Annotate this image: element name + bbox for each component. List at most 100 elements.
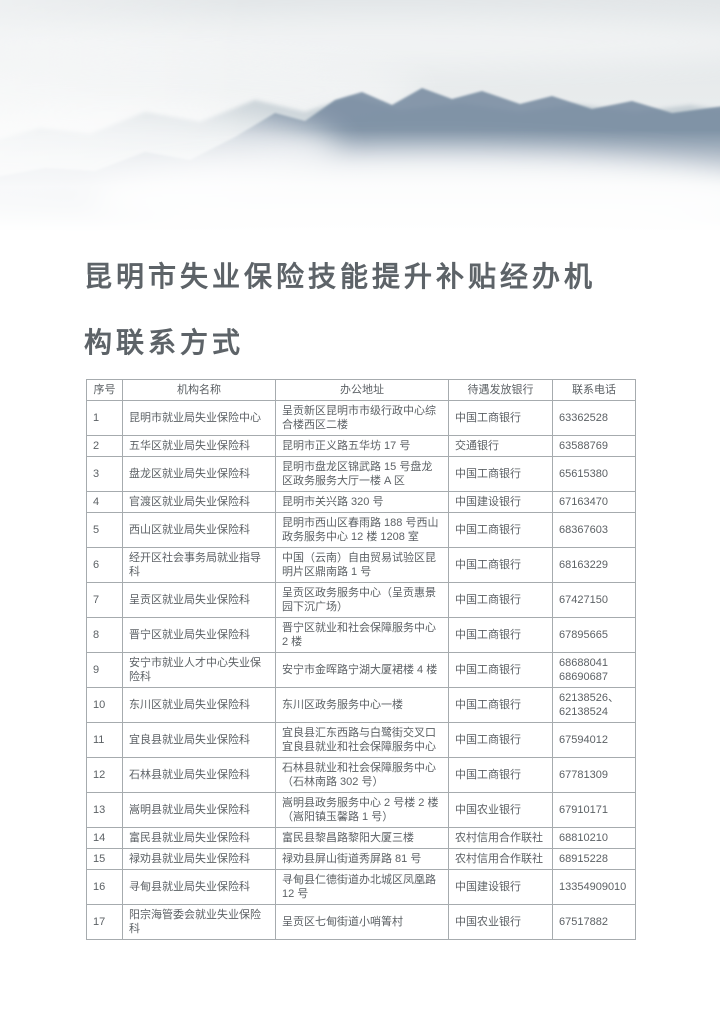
row-number-cell: 5 [86,512,123,548]
phone-cell: 63362528 [552,400,636,436]
agency-name-cell: 宜良县就业局失业保险科 [122,722,276,758]
row-number-cell: 2 [86,435,123,457]
phone-cell: 67163470 [552,491,636,513]
row-number-cell: 6 [86,547,123,583]
agency-name-cell: 呈贡区就业局失业保险科 [122,582,276,618]
row-number-cell: 17 [86,904,123,940]
agency-name-cell: 官渡区就业局失业保险科 [122,491,276,513]
bank-cell: 中国工商银行 [448,582,553,618]
address-cell: 中国（云南）自由贸易试验区昆明片区鼎南路 1 号 [275,547,449,583]
bank-cell: 中国工商银行 [448,512,553,548]
address-cell: 安宁市金晖路宁湖大厦裙楼 4 楼 [275,652,449,688]
bank-cell: 中国工商银行 [448,687,553,723]
bank-cell: 中国工商银行 [448,456,553,492]
row-number-cell: 1 [86,400,123,436]
table-row: 3 盘龙区就业局失业保险科 昆明市盘龙区锦武路 15 号盘龙区政务服务大厅一楼 A … [86,456,636,492]
page-title-line-1: 昆明市失业保险技能提升补贴经办机 [84,261,597,292]
row-number-cell: 15 [86,848,123,870]
phone-cell: 68688041 68690687 [552,652,636,688]
bank-cell: 交通银行 [448,435,553,457]
table-row: 17 阳宗海管委会就业失业保险科 呈贡区七甸街道小哨箐村 中国农业银行 67517882 [86,904,636,940]
contact-table: 序号 机构名称 办公地址 待遇发放银行 联系电话 1 昆明市就业局失业保险中心 呈贡… [86,379,636,940]
address-cell: 昆明市西山区春雨路 188 号西山政务服务中心 12 楼 1208 室 [275,512,449,548]
table-row: 5 西山区就业局失业保险科 昆明市西山区春雨路 188 号西山政务服务中心 12 楼… [86,512,636,548]
bank-cell: 中国建设银行 [448,869,553,905]
phone-cell: 67517882 [552,904,636,940]
address-cell: 禄劝县屏山街道秀屏路 81 号 [275,848,449,870]
agency-name-cell: 五华区就业局失业保险科 [122,435,276,457]
table-row: 12 石林县就业局失业保险科 石林县就业和社会保障服务中心（石林南路 302 号）中… [86,757,636,793]
row-number-cell: 8 [86,617,123,653]
agency-name-cell: 石林县就业局失业保险科 [122,757,276,793]
table-row: 8 晋宁区就业局失业保险科 晋宁区就业和社会保障服务中心 2 楼中国工商银行 6789… [86,617,636,653]
row-number-cell: 10 [86,687,123,723]
table-row: 6 经开区社会事务局就业指导科 中国（云南）自由贸易试验区昆明片区鼎南路 1 号中国… [86,547,636,583]
bank-cell: 中国工商银行 [448,617,553,653]
bank-cell: 农村信用合作联社 [448,827,553,849]
phone-cell: 67594012 [552,722,636,758]
phone-cell: 67781309 [552,757,636,793]
agency-name-cell: 富民县就业局失业保险科 [122,827,276,849]
address-cell: 东川区政务服务中心一楼 [275,687,449,723]
row-number-cell: 14 [86,827,123,849]
table-row: 13 嵩明县就业局失业保险科 嵩明县政务服务中心 2 号楼 2 楼（嵩阳镇玉馨路 1… [86,792,636,828]
phone-cell: 68810210 [552,827,636,849]
address-cell: 呈贡新区昆明市市级行政中心综合楼西区二楼 [275,400,449,436]
phone-cell: 62138526、 62138524 [552,687,636,723]
agency-name-cell: 寻甸县就业局失业保险科 [122,869,276,905]
header-number: 序号 [86,379,123,401]
address-cell: 昆明市关兴路 320 号 [275,491,449,513]
agency-name-cell: 阳宗海管委会就业失业保险科 [122,904,276,940]
bank-cell: 中国建设银行 [448,491,553,513]
table-row: 7 呈贡区就业局失业保险科 呈贡区政务服务中心（呈贡惠景园下沉广场） 中国工商银行 67… [86,582,636,618]
agency-name-cell: 安宁市就业人才中心失业保险科 [122,652,276,688]
phone-cell: 67895665 [552,617,636,653]
phone-cell: 68163229 [552,547,636,583]
table-header-row: 序号 机构名称 办公地址 待遇发放银行 联系电话 [86,379,636,401]
address-cell: 晋宁区就业和社会保障服务中心 2 楼 [275,617,449,653]
header-contact-phone: 联系电话 [552,379,636,401]
agency-name-cell: 晋宁区就业局失业保险科 [122,617,276,653]
phone-cell: 67427150 [552,582,636,618]
phone-cell: 63588769 [552,435,636,457]
bank-cell: 中国工商银行 [448,400,553,436]
address-cell: 呈贡区七甸街道小哨箐村 [275,904,449,940]
table-row: 16 寻甸县就业局失业保险科 寻甸县仁德街道办北城区凤凰路 12 号中国建设银行 13… [86,869,636,905]
row-number-cell: 12 [86,757,123,793]
phone-cell: 68915228 [552,848,636,870]
table-row: 15 禄劝县就业局失业保险科 禄劝县屏山街道秀屏路 81 号农村信用合作联社 6891… [86,848,636,870]
phone-cell: 65615380 [552,456,636,492]
agency-name-cell: 东川区就业局失业保险科 [122,687,276,723]
bank-cell: 中国工商银行 [448,652,553,688]
address-cell: 寻甸县仁德街道办北城区凤凰路 12 号 [275,869,449,905]
table-row: 4 官渡区就业局失业保险科 昆明市关兴路 320 号中国建设银行 67163470 [86,491,636,513]
table-row: 9 安宁市就业人才中心失业保险科 安宁市金晖路宁湖大厦裙楼 4 楼中国工商银行 686… [86,652,636,688]
table-row: 14 富民县就业局失业保险科 富民县黎昌路黎阳大厦三楼 农村信用合作联社 6881021… [86,827,636,849]
bank-cell: 中国农业银行 [448,792,553,828]
table-row: 11 宜良县就业局失业保险科 宜良县汇东西路与白鹭街交叉口宜良县就业和社会保障服务中… [86,722,636,758]
page-title-line-2: 构联系方式 [84,327,245,358]
agency-name-cell: 昆明市就业局失业保险中心 [122,400,276,436]
row-number-cell: 7 [86,582,123,618]
agency-name-cell: 禄劝县就业局失业保险科 [122,848,276,870]
address-cell: 昆明市盘龙区锦武路 15 号盘龙区政务服务大厅一楼 A 区 [275,456,449,492]
row-number-cell: 9 [86,652,123,688]
hero-image [0,0,720,232]
address-cell: 宜良县汇东西路与白鹭街交叉口宜良县就业和社会保障服务中心 [275,722,449,758]
header-agency-name: 机构名称 [122,379,276,401]
row-number-cell: 16 [86,869,123,905]
table-row: 10 东川区就业局失业保险科 东川区政务服务中心一楼 中国工商银行 62138526、 … [86,687,636,723]
address-cell: 呈贡区政务服务中心（呈贡惠景园下沉广场） [275,582,449,618]
fog-bottom [0,130,720,232]
page-title: 昆明市失业保险技能提升补贴经办机 构联系方式 [84,244,650,376]
header-office-address: 办公地址 [275,379,449,401]
phone-cell: 68367603 [552,512,636,548]
table-row: 2 五华区就业局失业保险科 昆明市正义路五华坊 17 号交通银行 63588769 [86,435,636,457]
bank-cell: 中国工商银行 [448,757,553,793]
bank-cell: 中国工商银行 [448,547,553,583]
row-number-cell: 3 [86,456,123,492]
bank-cell: 中国工商银行 [448,722,553,758]
agency-name-cell: 经开区社会事务局就业指导科 [122,547,276,583]
row-number-cell: 13 [86,792,123,828]
header-benefit-bank: 待遇发放银行 [448,379,553,401]
